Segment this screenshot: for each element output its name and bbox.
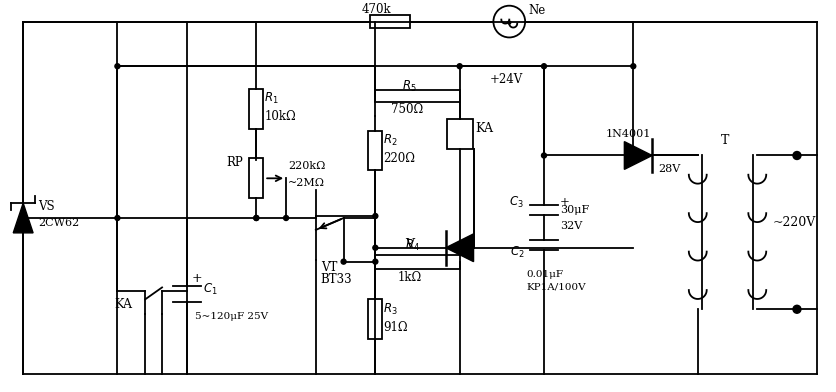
Text: +24V: +24V xyxy=(489,73,522,85)
Text: 10kΩ: 10kΩ xyxy=(264,110,296,123)
Text: $R_5$: $R_5$ xyxy=(402,78,416,94)
Circle shape xyxy=(541,64,546,69)
Circle shape xyxy=(253,216,258,220)
Bar xyxy=(446,119,472,149)
Bar xyxy=(370,15,410,28)
Text: BT33: BT33 xyxy=(320,273,352,286)
Circle shape xyxy=(372,245,377,250)
Text: 1kΩ: 1kΩ xyxy=(397,271,421,284)
Bar xyxy=(375,255,459,269)
Bar xyxy=(249,89,263,129)
Circle shape xyxy=(792,305,800,313)
Text: +: + xyxy=(559,196,569,209)
Text: KA: KA xyxy=(475,122,493,135)
Text: KP1A/100V: KP1A/100V xyxy=(526,283,585,292)
Text: 30μF: 30μF xyxy=(559,205,589,215)
Circle shape xyxy=(541,153,546,158)
Circle shape xyxy=(372,214,377,218)
Text: T: T xyxy=(721,134,729,147)
Text: +: + xyxy=(191,272,202,285)
Polygon shape xyxy=(13,203,33,233)
Text: $C_1$: $C_1$ xyxy=(202,282,217,297)
Text: VT: VT xyxy=(320,261,337,274)
Text: KA: KA xyxy=(115,298,132,311)
Circle shape xyxy=(507,21,510,24)
Text: 750Ω: 750Ω xyxy=(391,103,423,116)
Bar xyxy=(375,89,459,102)
Text: 91Ω: 91Ω xyxy=(383,321,407,334)
Text: 2CW62: 2CW62 xyxy=(38,218,79,228)
Circle shape xyxy=(253,216,258,220)
Circle shape xyxy=(372,259,377,264)
Text: 0.01μF: 0.01μF xyxy=(526,270,563,279)
Circle shape xyxy=(341,259,345,264)
Text: ~220V: ~220V xyxy=(772,216,814,229)
Bar xyxy=(368,299,382,339)
Text: Ne: Ne xyxy=(528,4,545,17)
Text: $R_1$: $R_1$ xyxy=(264,91,278,107)
Text: 32V: 32V xyxy=(559,221,581,231)
Text: ~2MΩ: ~2MΩ xyxy=(288,178,324,188)
Text: $C_3$: $C_3$ xyxy=(509,194,523,210)
Text: RP: RP xyxy=(227,156,243,169)
Text: 5~120μF 25V: 5~120μF 25V xyxy=(195,312,268,321)
Circle shape xyxy=(283,216,288,220)
Bar xyxy=(368,131,382,171)
Text: 220Ω: 220Ω xyxy=(383,152,415,165)
Polygon shape xyxy=(446,234,473,261)
Circle shape xyxy=(115,64,120,69)
Text: 470k: 470k xyxy=(361,3,390,16)
Text: 220kΩ: 220kΩ xyxy=(288,162,325,171)
Text: VS: VS xyxy=(38,200,54,212)
Circle shape xyxy=(792,152,800,160)
Bar xyxy=(249,158,263,198)
Text: $R_3$: $R_3$ xyxy=(383,302,397,317)
Circle shape xyxy=(630,64,635,69)
Text: $R_2$: $R_2$ xyxy=(383,133,397,148)
Text: 28V: 28V xyxy=(657,164,680,174)
Polygon shape xyxy=(624,142,651,169)
Text: $C_2$: $C_2$ xyxy=(509,245,523,260)
Circle shape xyxy=(456,64,461,69)
Text: $R_4$: $R_4$ xyxy=(405,238,420,253)
Text: 1N4001: 1N4001 xyxy=(605,129,650,139)
Text: V: V xyxy=(405,238,414,251)
Circle shape xyxy=(115,216,120,220)
